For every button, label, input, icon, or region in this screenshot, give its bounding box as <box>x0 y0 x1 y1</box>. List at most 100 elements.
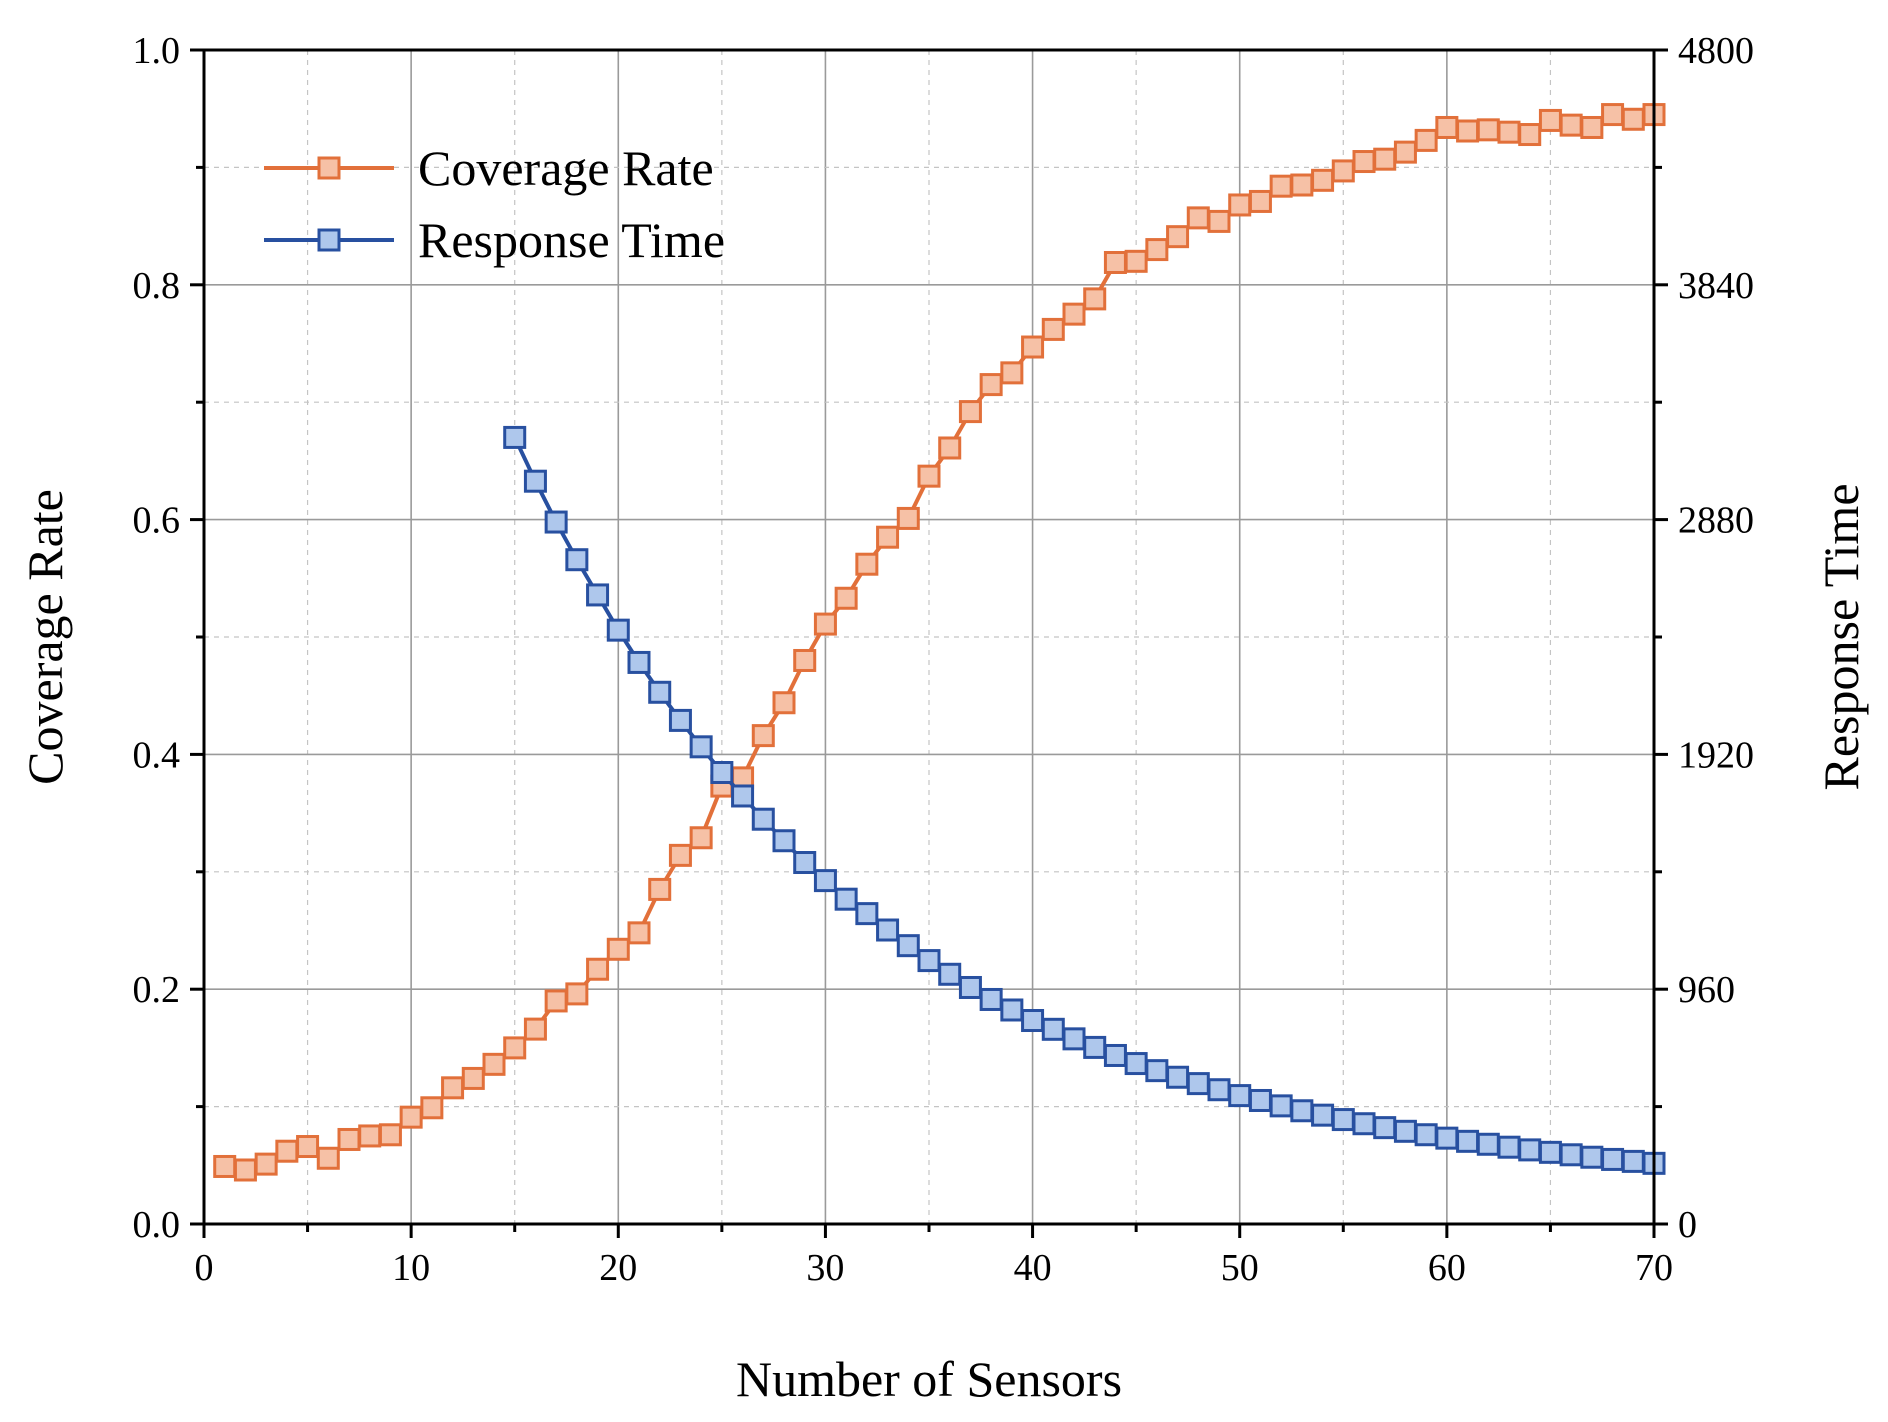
y-right-tick-label: 2880 <box>1678 500 1754 542</box>
x-tick-label: 20 <box>599 1247 637 1289</box>
data-point-response-time <box>1269 1094 1293 1118</box>
data-point-coverage-rate <box>1373 147 1397 171</box>
series-line-coverage-rate <box>224 112 1655 1172</box>
data-point-coverage-rate <box>648 877 672 901</box>
data-point-response-time <box>1000 998 1024 1022</box>
data-point-response-time <box>751 807 775 831</box>
data-point-response-time <box>1373 1116 1397 1140</box>
data-point-response-time <box>1166 1065 1190 1089</box>
data-point-coverage-rate <box>1021 335 1045 359</box>
data-point-coverage-rate <box>1331 159 1355 183</box>
data-point-coverage-rate <box>358 1124 382 1148</box>
data-point-response-time <box>586 583 610 607</box>
data-point-response-time <box>772 829 796 853</box>
data-point-coverage-rate <box>958 400 982 424</box>
data-point-response-time <box>793 851 817 875</box>
data-point-coverage-rate <box>1103 250 1127 274</box>
data-point-response-time <box>813 869 837 893</box>
y-left-tick-label: 0.2 <box>133 969 181 1011</box>
data-point-coverage-rate <box>233 1158 257 1182</box>
data-point-coverage-rate <box>399 1105 423 1129</box>
data-point-response-time <box>544 510 568 534</box>
y-left-tick-label: 0.0 <box>133 1204 181 1246</box>
data-point-coverage-rate <box>1476 118 1500 142</box>
data-point-response-time <box>710 760 734 784</box>
x-tick-label: 10 <box>392 1247 430 1289</box>
x-tick-label: 30 <box>806 1247 844 1289</box>
data-point-coverage-rate <box>979 373 1003 397</box>
grid <box>204 50 1654 1224</box>
data-point-response-time <box>1414 1123 1438 1147</box>
legend-marker-coverage-rate <box>317 156 341 180</box>
data-point-coverage-rate <box>1601 103 1625 127</box>
data-point-response-time <box>834 887 858 911</box>
legend-label-response-time: Response Time <box>418 212 725 268</box>
data-point-response-time <box>1290 1099 1314 1123</box>
data-point-response-time <box>523 469 547 493</box>
y-right-tick-label: 3840 <box>1678 265 1754 307</box>
legend-item-response-time: Response Time <box>264 212 725 268</box>
legend: Coverage Rate Response Time <box>264 140 725 268</box>
data-point-coverage-rate <box>668 843 692 867</box>
data-point-response-time <box>1580 1145 1604 1169</box>
data-point-response-time <box>1103 1043 1127 1067</box>
data-point-response-time <box>1456 1129 1480 1153</box>
data-point-coverage-rate <box>896 506 920 530</box>
y-right-tick-label: 0 <box>1678 1204 1697 1246</box>
data-point-response-time <box>503 425 527 449</box>
data-point-response-time <box>1041 1017 1065 1041</box>
legend-item-coverage-rate: Coverage Rate <box>264 140 714 196</box>
data-point-coverage-rate <box>793 648 817 672</box>
legend-marker-response-time <box>317 228 341 252</box>
data-point-coverage-rate <box>544 989 568 1013</box>
data-point-response-time <box>958 975 982 999</box>
x-tick-label: 50 <box>1221 1247 1259 1289</box>
data-point-response-time <box>1021 1009 1045 1033</box>
data-point-coverage-rate <box>772 691 796 715</box>
data-point-coverage-rate <box>1456 119 1480 143</box>
data-point-response-time <box>689 735 713 759</box>
data-point-coverage-rate <box>606 937 630 961</box>
data-point-response-time <box>1518 1138 1542 1162</box>
data-point-response-time <box>1497 1135 1521 1159</box>
data-point-coverage-rate <box>1621 107 1645 131</box>
data-point-coverage-rate <box>1124 249 1148 273</box>
data-point-response-time <box>668 708 692 732</box>
data-point-coverage-rate <box>1352 150 1376 174</box>
data-point-response-time <box>1062 1027 1086 1051</box>
data-point-coverage-rate <box>316 1146 340 1170</box>
y-left-tick-label: 0.4 <box>133 734 181 776</box>
data-point-response-time <box>1435 1126 1459 1150</box>
data-point-response-time <box>938 962 962 986</box>
data-point-coverage-rate <box>441 1076 465 1100</box>
y-right-tick-label: 1920 <box>1678 734 1754 776</box>
data-point-coverage-rate <box>1000 361 1024 385</box>
x-tick-label: 60 <box>1428 1247 1466 1289</box>
data-point-coverage-rate <box>1311 168 1335 192</box>
data-point-response-time <box>876 918 900 942</box>
data-point-coverage-rate <box>254 1152 278 1176</box>
data-point-coverage-rate <box>565 982 589 1006</box>
data-point-response-time <box>1186 1072 1210 1096</box>
data-point-coverage-rate <box>1538 108 1562 132</box>
data-point-response-time <box>1601 1147 1625 1171</box>
data-point-coverage-rate <box>876 525 900 549</box>
data-point-response-time <box>627 650 651 674</box>
data-point-coverage-rate <box>917 464 941 488</box>
data-point-coverage-rate <box>1248 189 1272 213</box>
data-point-coverage-rate <box>1186 206 1210 230</box>
data-point-response-time <box>1393 1119 1417 1143</box>
data-point-coverage-rate <box>1580 115 1604 139</box>
data-point-coverage-rate <box>213 1154 237 1178</box>
data-point-coverage-rate <box>420 1096 444 1120</box>
data-point-response-time <box>917 949 941 973</box>
y-left-tick-label: 0.6 <box>133 500 181 542</box>
data-point-response-time <box>1476 1132 1500 1156</box>
data-point-coverage-rate <box>275 1139 299 1163</box>
data-point-response-time <box>1538 1140 1562 1164</box>
y-right-tick-label: 960 <box>1678 969 1735 1011</box>
data-point-coverage-rate <box>1062 302 1086 326</box>
data-point-coverage-rate <box>1083 287 1107 311</box>
data-point-response-time <box>1083 1035 1107 1059</box>
data-point-response-time <box>896 934 920 958</box>
